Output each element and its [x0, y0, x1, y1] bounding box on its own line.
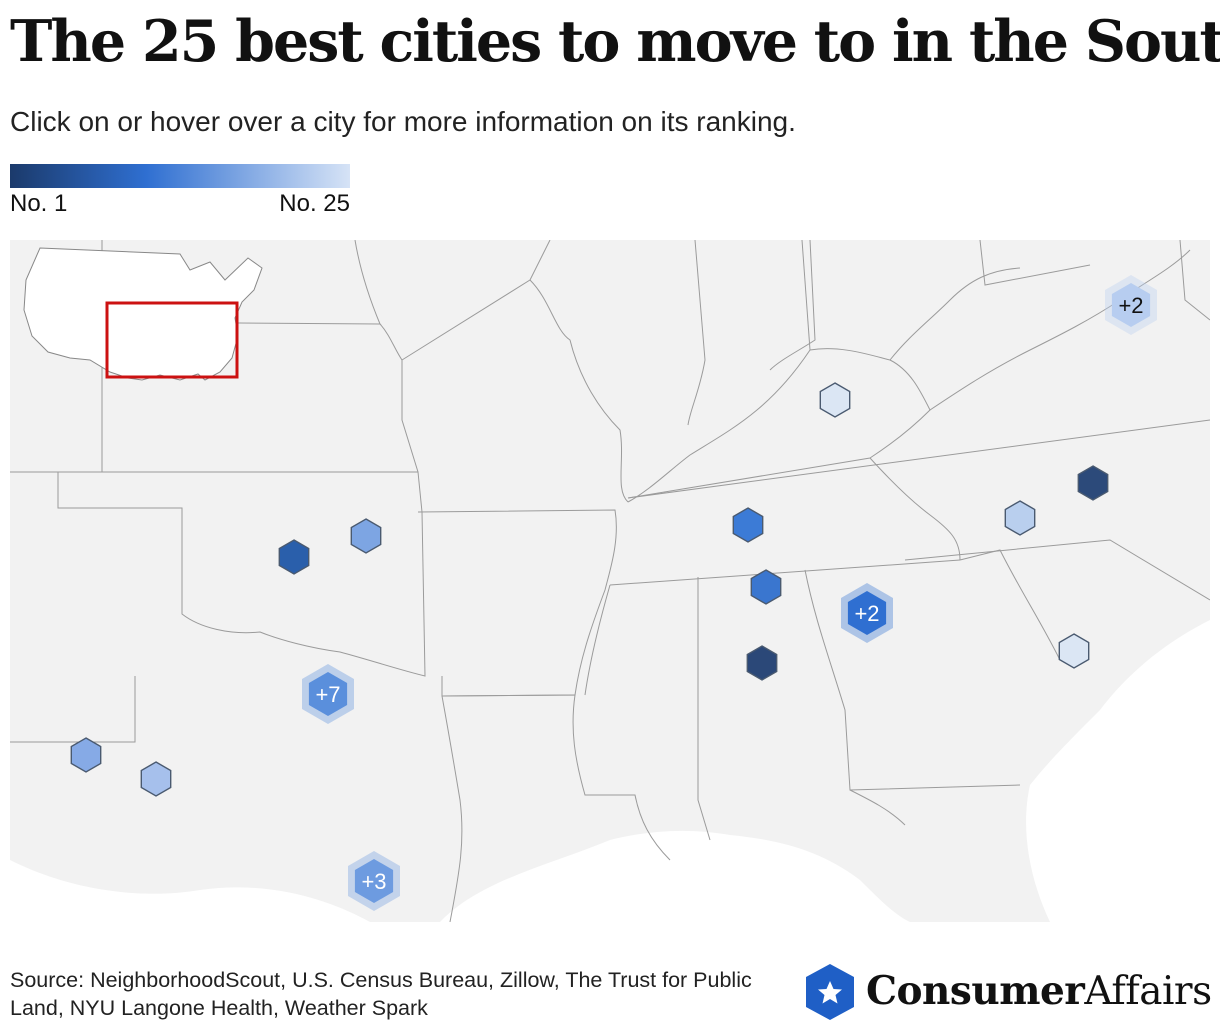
city-marker-alabama-north[interactable] [750, 569, 782, 605]
southeast-map[interactable]: +2 +2 +7 +3 [10, 240, 1210, 922]
cluster-hexagon[interactable] [308, 672, 348, 716]
city-marker-north-carolina-east[interactable] [1077, 465, 1109, 501]
city-hexagon[interactable] [1058, 633, 1090, 669]
source-note: Source: NeighborhoodScout, U.S. Census B… [10, 968, 752, 1020]
legend-color-ramp [10, 164, 350, 188]
shield-star-icon [806, 964, 854, 1020]
city-marker-oklahoma-east[interactable] [350, 518, 382, 554]
logo-wordmark: ConsumerAffairs [866, 968, 1212, 1014]
city-hexagon[interactable] [140, 761, 172, 797]
city-hexagon[interactable] [350, 518, 382, 554]
city-hexagon[interactable] [732, 507, 764, 543]
cluster-count-label: +3 [361, 869, 386, 894]
city-hexagon[interactable] [1077, 465, 1109, 501]
gulf-water-east [440, 830, 910, 922]
cluster-hexagon[interactable] [847, 591, 887, 635]
city-marker-texas-west-2[interactable] [140, 761, 172, 797]
cluster-hexagon[interactable] [354, 859, 394, 903]
city-marker-georgia-cluster[interactable]: +2 [841, 583, 893, 643]
city-marker-oklahoma-west[interactable] [278, 539, 310, 575]
city-hexagon[interactable] [70, 737, 102, 773]
city-marker-texas-west-1[interactable] [70, 737, 102, 773]
city-hexagon[interactable] [278, 539, 310, 575]
city-marker-tennessee[interactable] [732, 507, 764, 543]
page-title: The 25 best cities to move to in the Sou… [10, 8, 1220, 75]
city-markers[interactable]: +2 +2 +7 +3 [70, 275, 1157, 911]
inset-highlight-box [105, 301, 239, 379]
consumeraffairs-logo: ConsumerAffairs [802, 962, 1212, 1024]
us-inset-map [23, 247, 263, 381]
city-hexagon[interactable] [750, 569, 782, 605]
cluster-count-label: +2 [854, 601, 879, 626]
city-marker-texas-houston-cluster[interactable]: +3 [348, 851, 400, 911]
gulf-water [10, 860, 370, 922]
city-hexagon[interactable] [746, 645, 778, 681]
city-marker-virginia-cluster[interactable]: +2 [1105, 275, 1157, 335]
city-marker-texas-dfw-cluster[interactable]: +7 [302, 664, 354, 724]
city-marker-south-carolina[interactable] [1058, 633, 1090, 669]
city-hexagon[interactable] [819, 382, 851, 418]
state-borders [10, 240, 1210, 922]
cluster-count-label: +7 [315, 682, 340, 707]
legend-min-label: No. 1 [10, 190, 68, 217]
city-marker-kentucky[interactable] [819, 382, 851, 418]
city-hexagon[interactable] [1004, 500, 1036, 536]
atlantic-water [1026, 620, 1210, 922]
cluster-hexagon[interactable] [1111, 283, 1151, 327]
cluster-count-label: +2 [1118, 293, 1143, 318]
page-subtitle: Click on or hover over a city for more i… [10, 106, 796, 137]
city-marker-alabama-central[interactable] [746, 645, 778, 681]
city-marker-north-carolina-west[interactable] [1004, 500, 1036, 536]
legend-max-label: No. 25 [279, 190, 350, 217]
